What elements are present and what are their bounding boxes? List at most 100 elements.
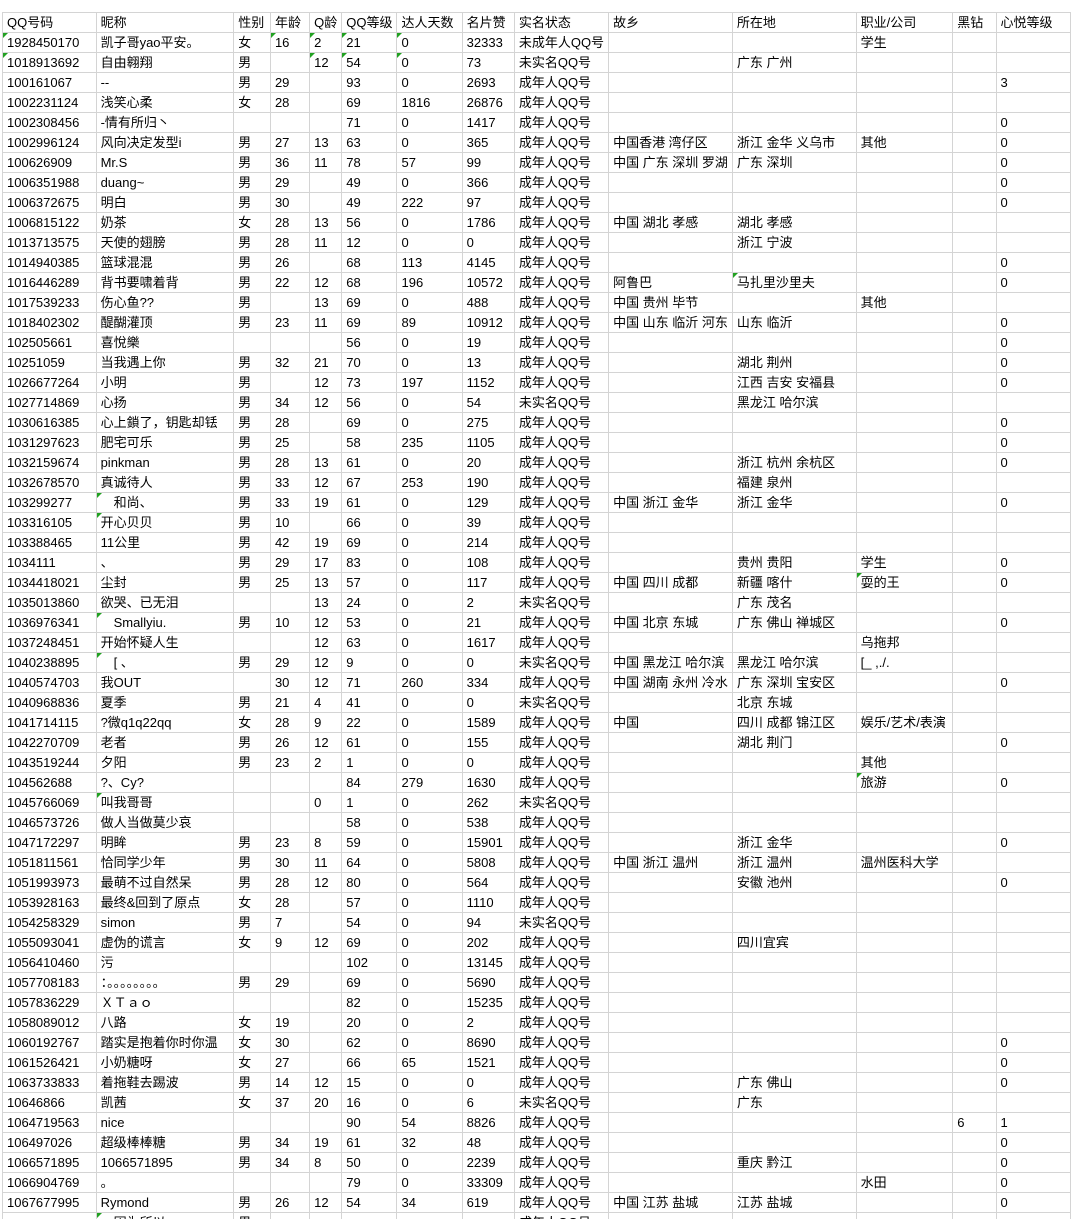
cell-xinyue_level[interactable]: 0	[995, 272, 1071, 293]
cell-qq_level[interactable]: 93	[341, 72, 398, 93]
cell-occupation[interactable]: 乌拖邦	[855, 632, 954, 653]
cell-realname_status[interactable]: 成年人QQ号	[513, 72, 610, 93]
cell-qq_level[interactable]	[341, 1212, 398, 1219]
cell-xinyue_level[interactable]: 1	[995, 1112, 1071, 1133]
cell-gender[interactable]	[233, 332, 271, 353]
cell-gender[interactable]: 男	[233, 252, 271, 273]
cell-card_likes[interactable]: 5808	[461, 852, 515, 873]
cell-realname_status[interactable]: 成年人QQ号	[513, 192, 610, 213]
cell-qq_number[interactable]: 1063733833	[2, 1072, 97, 1093]
cell-gender[interactable]: 男	[233, 972, 271, 993]
cell-black_diamond[interactable]	[952, 852, 997, 873]
cell-card_likes[interactable]: 10572	[461, 272, 515, 293]
cell-q_age[interactable]: 8	[309, 1152, 343, 1173]
cell-expert_days[interactable]: 0	[396, 692, 463, 713]
cell-occupation[interactable]	[855, 592, 954, 613]
cell-xinyue_level[interactable]: 0	[995, 192, 1071, 213]
cell-location[interactable]	[731, 912, 857, 933]
cell-card_likes[interactable]: 117	[461, 572, 515, 593]
cell-card_likes[interactable]: 2239	[461, 1152, 515, 1173]
cell-occupation[interactable]	[855, 512, 954, 533]
cell-occupation[interactable]: 旅游	[855, 772, 954, 793]
cell-age[interactable]: 23	[269, 832, 311, 853]
cell-q_age[interactable]: 12	[309, 372, 343, 393]
cell-nickname[interactable]: nice	[95, 1112, 235, 1133]
cell-qq_level[interactable]: 1	[341, 792, 398, 813]
cell-card_likes[interactable]: 10912	[461, 312, 515, 333]
cell-hometown[interactable]: 中国 广东 深圳 罗湖	[608, 152, 733, 173]
cell-black_diamond[interactable]	[952, 312, 997, 333]
cell-occupation[interactable]: 温州医科大学	[855, 852, 954, 873]
cell-card_likes[interactable]: 13	[461, 352, 515, 373]
cell-hometown[interactable]: 中国 湖北 孝感	[608, 212, 733, 233]
cell-gender[interactable]: 女	[233, 1092, 271, 1113]
cell-realname_status[interactable]: 成年人QQ号	[513, 512, 610, 533]
cell-occupation[interactable]	[855, 252, 954, 273]
cell-realname_status[interactable]: 成年人QQ号	[513, 412, 610, 433]
cell-qq_number[interactable]: 1032159674	[2, 452, 97, 473]
cell-qq_number[interactable]: 1061526421	[2, 1052, 97, 1073]
cell-realname_status[interactable]: 成年人QQ号	[513, 732, 610, 753]
cell-location[interactable]: 江西 吉安 安福县	[731, 372, 857, 393]
header-cell-nickname[interactable]: 昵称	[95, 12, 235, 33]
cell-qq_level[interactable]: 61	[341, 492, 398, 513]
cell-card_likes[interactable]: 1152	[461, 372, 515, 393]
cell-qq_number[interactable]: 10251059	[2, 352, 97, 373]
cell-qq_level[interactable]: 68	[341, 272, 398, 293]
cell-q_age[interactable]: 4	[309, 692, 343, 713]
cell-qq_number[interactable]: 1043519244	[2, 752, 97, 773]
cell-q_age[interactable]	[309, 1212, 343, 1219]
cell-age[interactable]: 28	[269, 412, 311, 433]
cell-realname_status[interactable]: 成年人QQ号	[513, 532, 610, 553]
cell-location[interactable]	[731, 432, 857, 453]
cell-expert_days[interactable]: 0	[396, 512, 463, 533]
cell-occupation[interactable]	[855, 952, 954, 973]
cell-qq_level[interactable]: 61	[341, 1132, 398, 1153]
cell-black_diamond[interactable]	[952, 92, 997, 113]
cell-qq_number[interactable]: 104562688	[2, 772, 97, 793]
cell-qq_number[interactable]: 1006351988	[2, 172, 97, 193]
cell-q_age[interactable]: 17	[309, 552, 343, 573]
cell-age[interactable]: 16	[269, 32, 311, 53]
cell-gender[interactable]: 男	[233, 452, 271, 473]
cell-gender[interactable]: 男	[233, 192, 271, 213]
cell-xinyue_level[interactable]	[995, 992, 1071, 1013]
cell-hometown[interactable]: 中国 湖南 永州 冷水	[608, 672, 733, 693]
cell-gender[interactable]: 男	[233, 512, 271, 533]
cell-gender[interactable]	[233, 772, 271, 793]
cell-occupation[interactable]	[855, 212, 954, 233]
cell-hometown[interactable]	[608, 992, 733, 1013]
cell-location[interactable]: 湖北 孝感	[731, 212, 857, 233]
cell-q_age[interactable]: 13	[309, 572, 343, 593]
cell-expert_days[interactable]: 196	[396, 272, 463, 293]
cell-xinyue_level[interactable]	[995, 792, 1071, 813]
cell-expert_days[interactable]: 54	[396, 1112, 463, 1133]
cell-occupation[interactable]	[855, 272, 954, 293]
cell-realname_status[interactable]: 成年人QQ号	[513, 812, 610, 833]
cell-xinyue_level[interactable]	[995, 292, 1071, 313]
cell-q_age[interactable]	[309, 192, 343, 213]
header-cell-black_diamond[interactable]: 黑钻	[952, 12, 997, 33]
cell-black_diamond[interactable]	[952, 212, 997, 233]
cell-hometown[interactable]	[608, 192, 733, 213]
cell-qq_number[interactable]: 1016446289	[2, 272, 97, 293]
cell-qq_number[interactable]: 1041714115	[2, 712, 97, 733]
cell-realname_status[interactable]: 成年人QQ号	[513, 312, 610, 333]
cell-black_diamond[interactable]	[952, 1132, 997, 1153]
cell-qq_level[interactable]: 58	[341, 812, 398, 833]
cell-realname_status[interactable]: 成年人QQ号	[513, 832, 610, 853]
cell-hometown[interactable]	[608, 52, 733, 73]
cell-occupation[interactable]: 水田	[855, 1172, 954, 1193]
cell-gender[interactable]: 男	[233, 272, 271, 293]
cell-black_diamond[interactable]	[952, 1092, 997, 1113]
cell-nickname[interactable]: 开始怀疑人生	[95, 632, 235, 653]
cell-nickname[interactable]: 我OUT	[95, 672, 235, 693]
cell-q_age[interactable]: 11	[309, 152, 343, 173]
cell-qq_number[interactable]: 1054258329	[2, 912, 97, 933]
cell-location[interactable]	[731, 952, 857, 973]
cell-card_likes[interactable]: 1417	[461, 112, 515, 133]
cell-card_likes[interactable]	[461, 1212, 515, 1219]
cell-location[interactable]	[731, 1132, 857, 1153]
cell-age[interactable]: 32	[269, 352, 311, 373]
cell-age[interactable]	[269, 332, 311, 353]
